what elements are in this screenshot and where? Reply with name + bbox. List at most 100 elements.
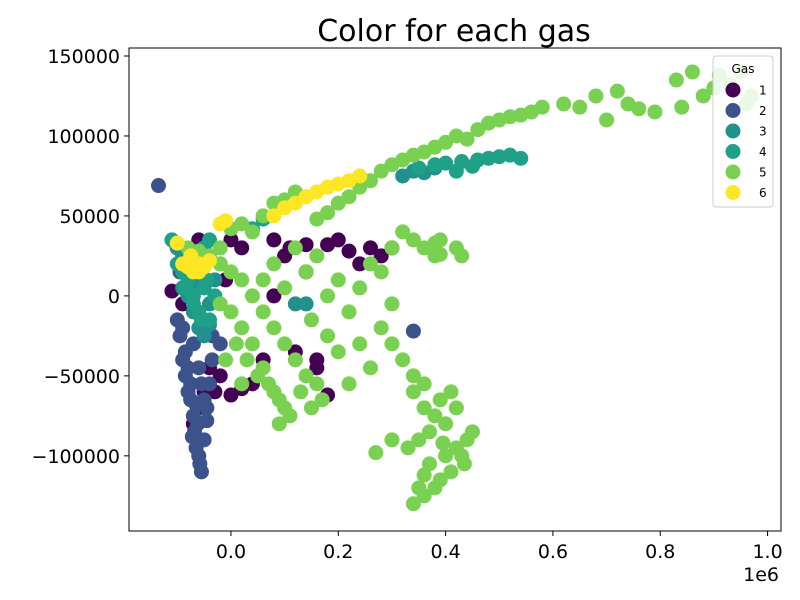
point-gas-5-63 (405, 496, 421, 512)
point-gas-5-36 (405, 368, 421, 384)
point-gas-5-32 (362, 256, 378, 272)
point-gas-5-103 (631, 101, 647, 117)
point-gas-4-17 (438, 155, 454, 171)
legend-marker-gas-1 (725, 82, 741, 98)
point-gas-5-9 (266, 320, 282, 336)
point-gas-5-34 (384, 336, 400, 352)
point-gas-5-69 (456, 456, 472, 472)
point-gas-5-51 (411, 432, 427, 448)
point-gas-5-45 (373, 264, 389, 280)
point-gas-2-18 (175, 320, 191, 336)
point-gas-5-40 (384, 240, 400, 256)
point-gas-4-26 (185, 296, 201, 312)
point-gas-5-41 (395, 224, 411, 240)
point-gas-5-8 (255, 304, 271, 320)
point-gas-5-130 (320, 328, 336, 344)
point-gas-5-68 (464, 424, 480, 440)
point-gas-5-58 (438, 448, 454, 464)
point-gas-5-35 (395, 352, 411, 368)
x-tick-label: 1.0 (752, 541, 782, 563)
legend-label-gas-3: 3 (759, 125, 767, 139)
y-tick-label: 50000 (60, 206, 120, 228)
point-gas-1-23 (373, 248, 389, 264)
point-gas-5-76 (320, 205, 336, 221)
point-gas-5-12 (298, 368, 314, 384)
point-gas-6-14 (352, 168, 368, 184)
point-gas-5-123 (212, 240, 228, 256)
point-gas-5-131 (303, 312, 319, 328)
point-gas-5-73 (368, 445, 384, 461)
point-gas-1-29 (309, 352, 325, 368)
point-gas-5-27 (309, 248, 325, 264)
point-gas-5-134 (250, 368, 266, 384)
point-gas-5-57 (432, 392, 448, 408)
point-gas-6-18 (191, 264, 207, 280)
point-gas-5-56 (416, 376, 432, 392)
point-gas-5-70 (422, 456, 438, 472)
point-gas-5-55 (443, 384, 459, 400)
point-gas-2-21 (193, 376, 209, 392)
point-gas-5-138 (293, 384, 309, 400)
x-tick-label: 0.8 (645, 541, 675, 563)
point-gas-6-16 (277, 200, 293, 216)
plot-frame (128, 47, 782, 532)
point-gas-6-19 (183, 248, 199, 264)
point-gas-5-10 (277, 336, 293, 352)
point-gas-5-139 (303, 400, 319, 416)
point-gas-4-23 (513, 150, 529, 166)
point-gas-2-19 (185, 336, 201, 352)
point-gas-5-28 (320, 288, 336, 304)
point-gas-2-0 (151, 178, 167, 194)
point-gas-5-11 (287, 352, 303, 368)
point-gas-6-8 (218, 213, 234, 229)
point-gas-5-72 (435, 435, 451, 451)
point-gas-5-101 (609, 83, 625, 99)
point-gas-2-24 (183, 376, 199, 392)
point-gas-6-17 (266, 208, 282, 224)
point-gas-2-30 (190, 416, 206, 432)
point-gas-5-31 (352, 280, 368, 296)
point-gas-5-78 (341, 189, 357, 205)
point-gas-5-26 (298, 264, 314, 280)
y-tick-label: −100000 (32, 446, 120, 468)
point-gas-5-52 (400, 440, 416, 456)
point-gas-6-0 (169, 235, 185, 251)
point-gas-5-15 (271, 416, 287, 432)
point-gas-5-19 (234, 320, 250, 336)
point-gas-5-20 (223, 304, 239, 320)
point-gas-5-64 (411, 480, 427, 496)
point-gas-5-98 (572, 99, 588, 115)
x-tick-label: 0.4 (430, 541, 460, 563)
legend-items: 1 2 3 4 5 6 (725, 82, 767, 200)
point-gas-5-30 (341, 304, 357, 320)
point-gas-3-10 (287, 296, 303, 312)
point-gas-2-25 (188, 397, 204, 413)
point-gas-5-39 (341, 376, 357, 392)
point-gas-4-27 (193, 312, 209, 328)
point-gas-5-114 (674, 99, 690, 115)
point-gas-5-137 (282, 408, 298, 424)
legend-label-gas-6: 6 (759, 186, 767, 200)
y-tick-label: −50000 (44, 366, 120, 388)
point-gas-1-22 (362, 240, 378, 256)
x-axis: 0.0 0.2 0.4 0.6 0.8 1.0 (216, 531, 783, 563)
point-gas-5-53 (438, 416, 454, 432)
point-gas-5-89 (459, 131, 475, 147)
points-layer (151, 64, 759, 512)
point-gas-5-33 (373, 320, 389, 336)
y-tick-label: 100000 (47, 126, 120, 148)
point-gas-5-59 (443, 464, 459, 480)
point-gas-5-37 (362, 360, 378, 376)
point-gas-2-16 (204, 352, 220, 368)
point-gas-5-47 (405, 384, 421, 400)
point-gas-5-125 (432, 246, 448, 262)
point-gas-5-136 (271, 392, 287, 408)
point-gas-2-28 (180, 360, 196, 376)
point-gas-5-74 (384, 432, 400, 448)
point-gas-1-13 (266, 232, 282, 248)
legend-title: Gas (732, 62, 755, 76)
point-gas-5-29 (330, 272, 346, 288)
point-gas-1-33 (320, 237, 336, 253)
point-gas-5-18 (244, 336, 260, 352)
y-tick-label: 0 (108, 286, 120, 308)
